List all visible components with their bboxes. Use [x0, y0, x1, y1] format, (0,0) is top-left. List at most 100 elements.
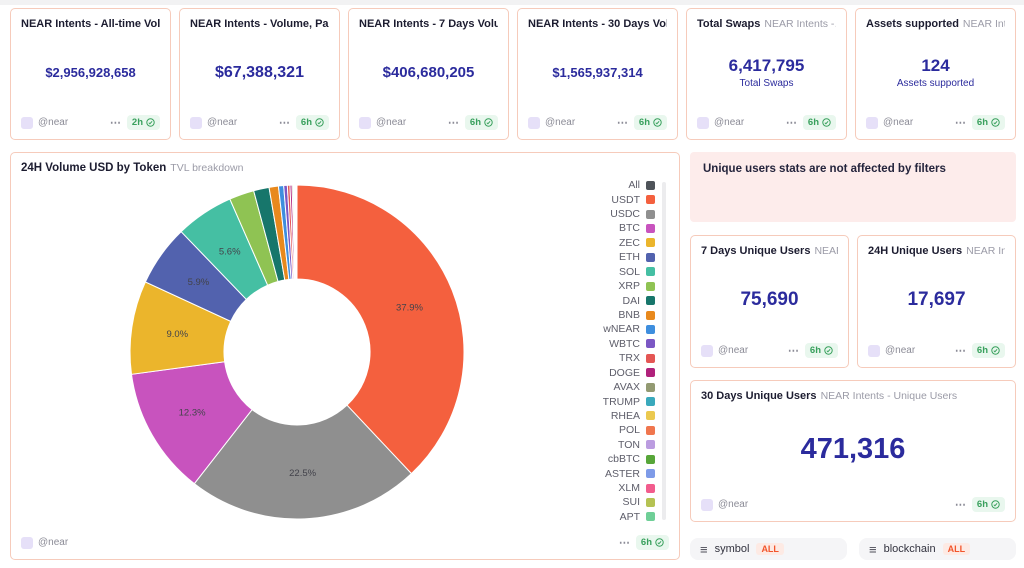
legend-label: TON: [618, 438, 640, 451]
check-circle-icon: [822, 118, 831, 127]
author-handle[interactable]: @near: [718, 499, 749, 510]
refresh-badge[interactable]: 6h: [633, 115, 667, 130]
author-handle[interactable]: @near: [545, 117, 576, 128]
legend-item-cbBTC[interactable]: cbBTC: [608, 452, 655, 466]
refresh-badge[interactable]: 6h: [971, 497, 1005, 512]
legend-item-AVAX[interactable]: AVAX: [614, 380, 655, 394]
donut-slice-USDC[interactable]: [193, 404, 413, 520]
filter-lines-icon: ≡: [700, 541, 708, 557]
more-menu-icon[interactable]: ⋯: [954, 345, 967, 357]
author-handle[interactable]: @near: [38, 117, 69, 128]
legend-item-ZEC[interactable]: ZEC: [619, 236, 655, 250]
legend-item-APT[interactable]: APT: [620, 510, 655, 524]
avatar[interactable]: [528, 116, 540, 129]
donut-slice-USDT[interactable]: [296, 184, 465, 475]
more-menu-icon[interactable]: ⋯: [616, 117, 629, 129]
legend-item-ASTER[interactable]: ASTER: [605, 466, 655, 480]
card-title[interactable]: 30 Days Unique Users NEAR Intents - Uniqu…: [701, 390, 1005, 402]
refresh-badge[interactable]: 6h: [971, 115, 1005, 130]
author-handle[interactable]: @near: [718, 345, 749, 356]
author-handle[interactable]: @near: [883, 117, 914, 128]
card-title[interactable]: 7 Days Unique UsersNEAR …: [701, 245, 838, 257]
legend-swatch: [646, 425, 655, 435]
legend-item-SOL[interactable]: SOL: [619, 265, 655, 279]
legend-item-DOGE[interactable]: DOGE: [609, 365, 655, 379]
refresh-badge[interactable]: 6h: [804, 343, 838, 358]
page-top-strip: [0, 0, 1024, 5]
legend-item-DAI[interactable]: DAI: [622, 293, 655, 307]
author-handle[interactable]: @near: [885, 345, 916, 356]
refresh-badge[interactable]: 6h: [295, 115, 329, 130]
avatar[interactable]: [21, 116, 33, 129]
more-menu-icon[interactable]: ⋯: [785, 117, 798, 129]
refresh-badge[interactable]: 6h: [464, 115, 498, 130]
card-title-text: NEAR Intents - 30 Days Volu…: [528, 18, 667, 30]
avatar[interactable]: [701, 498, 713, 511]
card-title[interactable]: NEAR Intents - 7 Days Volu…: [359, 18, 498, 30]
legend-item-wNEAR[interactable]: wNEAR: [603, 322, 655, 336]
legend-item-BNB[interactable]: BNB: [618, 308, 655, 322]
check-circle-icon: [146, 118, 155, 127]
avatar[interactable]: [868, 344, 880, 357]
card-title[interactable]: NEAR Intents - All-time Volu…: [21, 18, 160, 30]
legend-item-RHEA[interactable]: RHEA: [611, 409, 655, 423]
legend-item-POL[interactable]: POL: [619, 423, 655, 437]
filter-symbol[interactable]: ≡ symbol ALL: [690, 538, 847, 560]
refresh-badge[interactable]: 6h: [635, 535, 669, 550]
legend-item-SUI[interactable]: SUI: [622, 495, 655, 509]
card-alltime-volume: NEAR Intents - All-time Volu… $2,956,928…: [10, 8, 171, 140]
avatar[interactable]: [21, 536, 33, 549]
avatar[interactable]: [701, 344, 713, 357]
more-menu-icon[interactable]: ⋯: [109, 117, 122, 129]
legend-item-WBTC[interactable]: WBTC: [609, 337, 655, 351]
more-menu-icon[interactable]: ⋯: [278, 117, 291, 129]
filter-value-pill[interactable]: ALL: [756, 543, 784, 555]
legend-item-USDC[interactable]: USDC: [610, 207, 655, 221]
refresh-badge[interactable]: 6h: [971, 343, 1005, 358]
avatar[interactable]: [190, 116, 202, 129]
chart-title[interactable]: 24H Volume USD by Token TVL breakdown: [21, 162, 669, 174]
more-menu-icon[interactable]: ⋯: [618, 537, 631, 549]
legend-item-TON[interactable]: TON: [618, 438, 655, 452]
chart-title-text: 24H Volume USD by Token: [21, 162, 167, 174]
legend-scrollbar[interactable]: [662, 182, 666, 520]
author-handle[interactable]: @near: [207, 117, 238, 128]
legend-item-USDT[interactable]: USDT: [611, 192, 655, 206]
legend-item-All[interactable]: All: [628, 178, 655, 192]
refresh-badge[interactable]: 2h: [126, 115, 160, 130]
author-handle[interactable]: @near: [376, 117, 407, 128]
more-menu-icon[interactable]: ⋯: [447, 117, 460, 129]
card-title[interactable]: NEAR Intents - Volume, Past…: [190, 18, 329, 30]
refresh-badge[interactable]: 6h: [802, 115, 836, 130]
legend-item-ETH[interactable]: ETH: [619, 250, 655, 264]
card-footer: @near ⋯ 6h: [701, 343, 838, 358]
more-menu-icon[interactable]: ⋯: [954, 499, 967, 511]
legend-item-XLM[interactable]: XLM: [618, 481, 655, 495]
card-title[interactable]: NEAR Intents - 30 Days Volu…: [528, 18, 667, 30]
author-handle[interactable]: @near: [38, 537, 69, 548]
legend-item-XRP[interactable]: XRP: [618, 279, 655, 293]
legend-swatch: [646, 368, 655, 378]
legend-item-BTC[interactable]: BTC: [619, 221, 655, 235]
filter-value-pill[interactable]: ALL: [942, 543, 971, 555]
avatar[interactable]: [697, 116, 709, 129]
filter-blockchain[interactable]: ≡ blockchain ALL: [859, 538, 1016, 560]
card-title-sub: NEAR Intents - Unique Users: [820, 390, 958, 402]
card-title-text: 30 Days Unique Users: [701, 390, 817, 402]
donut-slice-BTC[interactable]: [130, 361, 253, 485]
avatar[interactable]: [866, 116, 878, 129]
stat-value: $1,565,937,314: [552, 65, 643, 80]
legend-swatch: [646, 512, 655, 522]
avatar[interactable]: [359, 116, 371, 129]
legend-item-TRUMP[interactable]: TRUMP: [603, 394, 655, 408]
legend-swatch: [646, 180, 655, 190]
more-menu-icon[interactable]: ⋯: [787, 345, 800, 357]
chart-legend: All USDT USDC BTC ZEC ETH SOL XRP DAI BNB wNEAR WBT…: [603, 178, 655, 524]
more-menu-icon[interactable]: ⋯: [954, 117, 967, 129]
refresh-time: 6h: [809, 345, 821, 356]
author-handle[interactable]: @near: [714, 117, 745, 128]
legend-item-TRX[interactable]: TRX: [619, 351, 655, 365]
